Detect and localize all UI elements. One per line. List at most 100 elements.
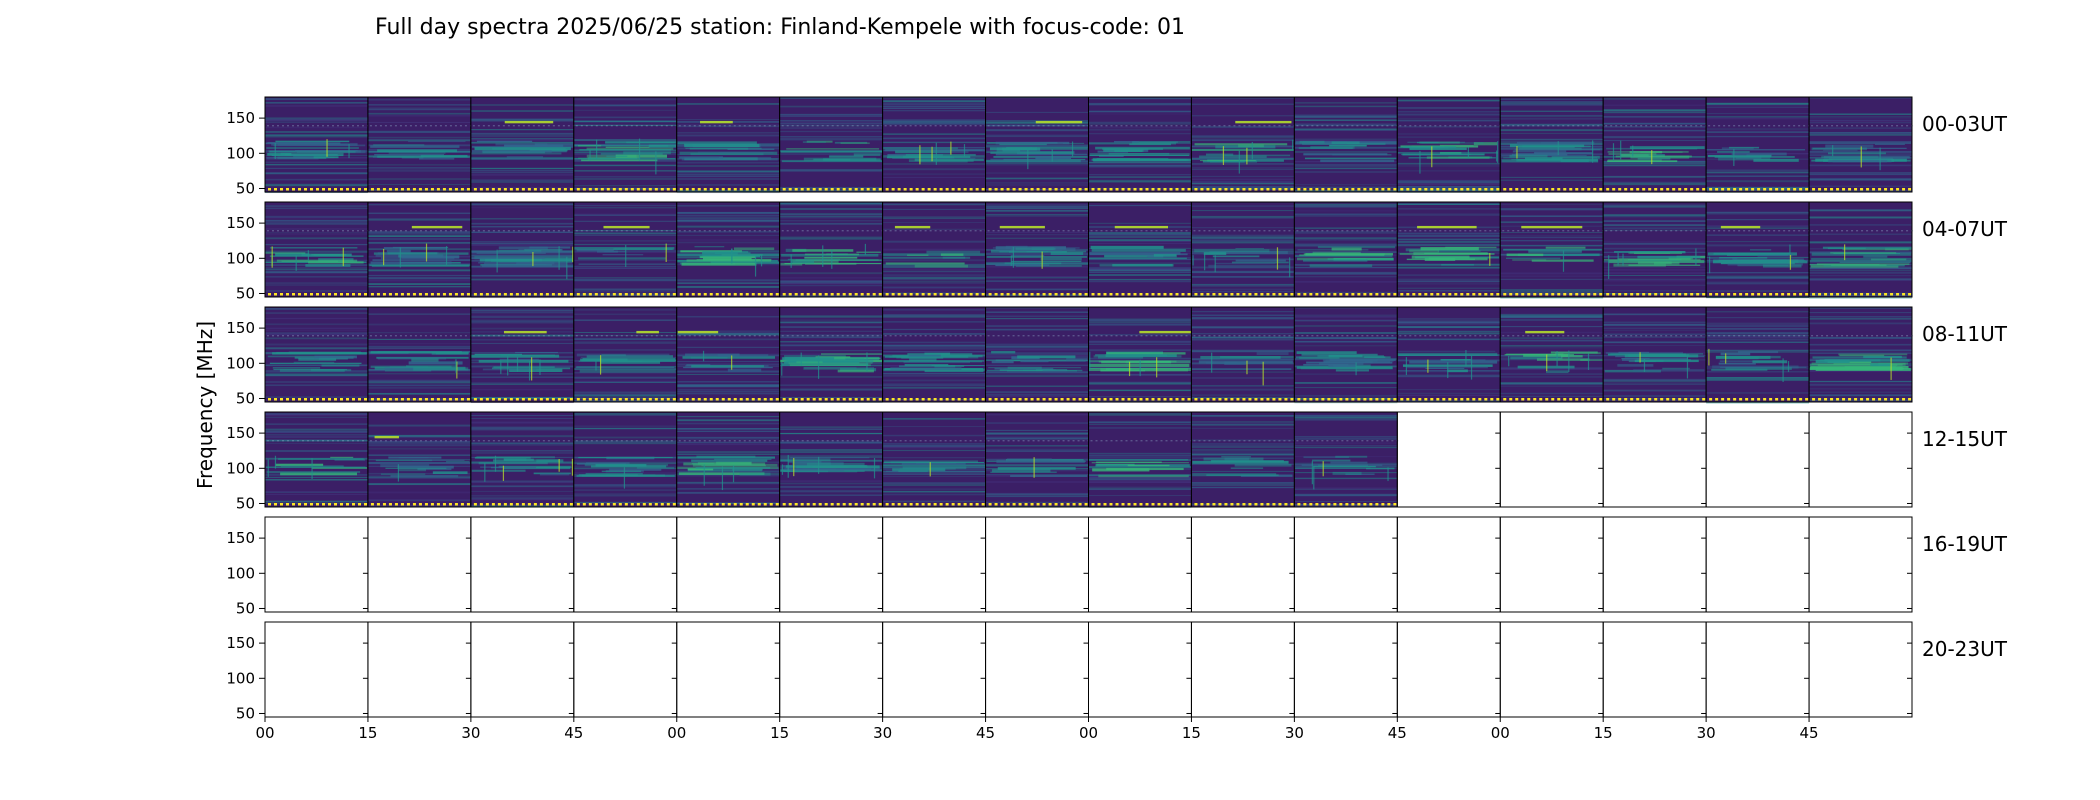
spectrum-line (470, 312, 574, 314)
fm-band-emission (1506, 253, 1544, 257)
marker-dots (1369, 398, 1373, 401)
band-dots (389, 125, 392, 127)
marker-dots (606, 503, 610, 506)
band-dots (1881, 335, 1884, 337)
band-dots (1130, 440, 1133, 442)
marker-dots (1054, 293, 1058, 296)
fm-band-emission (1637, 255, 1701, 259)
band-dots (1007, 125, 1010, 127)
burst-spike (1562, 250, 1565, 272)
band-dots (562, 230, 565, 232)
spectrum-line (779, 208, 883, 209)
spectrum-line (265, 207, 368, 210)
band-dots (1115, 230, 1118, 232)
marker-dots (1218, 503, 1222, 506)
spectrum-line (1603, 183, 1707, 186)
bright-emission (1720, 225, 1761, 229)
fm-band-emission (1440, 358, 1471, 361)
spectrum-line (1809, 260, 1912, 262)
marker-dots (697, 503, 701, 506)
band-dots (974, 230, 977, 232)
marker-dots (1436, 398, 1440, 401)
fm-band-emission (578, 456, 673, 459)
band-dots (1331, 125, 1334, 127)
marker-dots (1599, 293, 1603, 296)
band-dots (1552, 335, 1555, 337)
marker-dots (424, 188, 428, 191)
marker-dots (897, 503, 901, 506)
fm-band-emission (1299, 140, 1325, 144)
band-dots (1733, 125, 1736, 127)
spectrum-line (985, 325, 1089, 328)
marker-dots (1581, 188, 1585, 191)
fm-band-emission (1100, 368, 1189, 372)
marker-dots (1727, 188, 1731, 191)
band-dots (424, 440, 427, 442)
band-dots (1253, 125, 1256, 127)
marker-dots (533, 503, 537, 506)
band-dots (502, 335, 505, 337)
marker-dots (1103, 293, 1107, 296)
marker-dots (1878, 188, 1882, 191)
fm-band-emission (1506, 353, 1564, 355)
band-dots (312, 125, 314, 127)
band-dots (1321, 440, 1324, 442)
bright-emission (700, 120, 733, 124)
marker-dots (624, 293, 628, 296)
spectrum-line (1191, 169, 1295, 170)
marker-dots (1042, 503, 1046, 506)
spectrum-line (265, 126, 368, 129)
fm-band-emission (1512, 259, 1547, 261)
spectrum-line (367, 444, 471, 447)
band-dots (851, 125, 854, 127)
marker-dots (1278, 503, 1282, 506)
spectrum-panel (470, 201, 575, 299)
band-dots (753, 335, 756, 337)
spectrum-line (470, 427, 574, 429)
marker-dots (1018, 398, 1022, 401)
spectrum-line (1191, 336, 1295, 339)
marker-dots (340, 503, 343, 506)
fm-band-emission (1831, 264, 1887, 266)
band-dots (1803, 230, 1806, 232)
spectrum-line (1191, 157, 1295, 160)
spectrum-line (367, 424, 471, 426)
spectrum-line (676, 330, 780, 332)
fm-band-emission (1329, 144, 1367, 147)
fm-band-emission (272, 352, 367, 355)
burst-spike (1447, 362, 1449, 379)
spectrum-line (1191, 266, 1295, 269)
band-dots (979, 335, 982, 337)
spectrum-line (265, 101, 368, 104)
marker-dots (1060, 398, 1064, 401)
marker-dots (1599, 398, 1603, 401)
marker-dots (1551, 293, 1555, 296)
band-dots (1072, 230, 1075, 232)
marker-dots (891, 503, 895, 506)
marker-dots (618, 503, 622, 506)
spectrum-line (985, 432, 1089, 435)
band-dots (327, 230, 329, 232)
marker-dots (1539, 293, 1543, 296)
fm-band-emission (1517, 145, 1575, 149)
band-dots (1846, 230, 1849, 232)
band-dots (1841, 230, 1844, 232)
band-dots (507, 230, 510, 232)
marker-dots (648, 398, 652, 401)
band-dots (1027, 335, 1030, 337)
fm-band-emission (1035, 156, 1071, 160)
marker-dots (1163, 398, 1167, 401)
y-tick-label: 100 (226, 354, 255, 372)
band-dots (620, 440, 623, 442)
marker-dots (582, 398, 586, 401)
marker-dots (1636, 293, 1640, 296)
burst-spike (1789, 254, 1792, 270)
spectrum-line (1191, 103, 1295, 105)
marker-dots (503, 293, 507, 296)
spectrum-line (470, 168, 574, 170)
band-dots (640, 125, 643, 127)
fm-band-emission (882, 253, 985, 256)
spectrum-line (1397, 119, 1501, 122)
burst-spike (456, 361, 458, 379)
marker-dots (1230, 503, 1234, 506)
